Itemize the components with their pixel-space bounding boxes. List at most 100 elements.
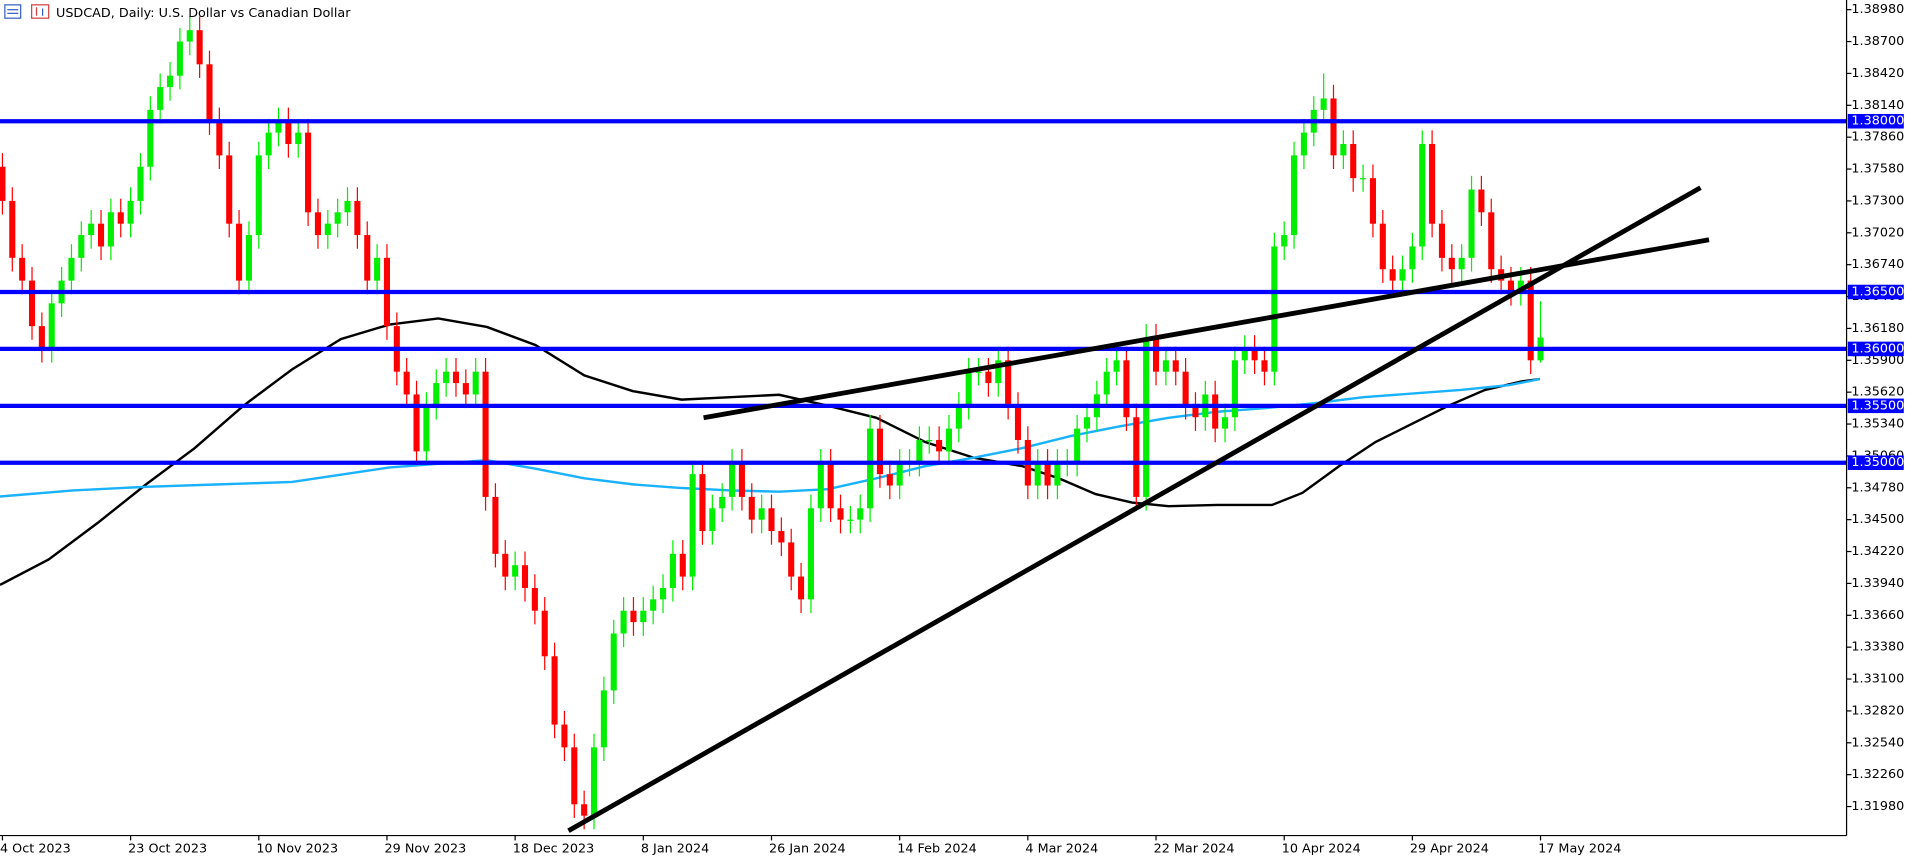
candle-body bbox=[1468, 189, 1475, 258]
y-tick-label: 1.35340 bbox=[1851, 417, 1904, 432]
candle-body bbox=[1340, 144, 1347, 156]
candle-body bbox=[324, 223, 331, 236]
candle-body bbox=[945, 428, 953, 452]
candle-body bbox=[1419, 144, 1426, 247]
candle-body bbox=[867, 428, 874, 509]
candle-body bbox=[1074, 428, 1081, 463]
chart-title: USDCAD, Daily: U.S. Dollar vs Canadian D… bbox=[56, 6, 351, 21]
candle-body bbox=[186, 30, 193, 42]
candle-body bbox=[462, 383, 469, 395]
y-tick-label: 1.36740 bbox=[1851, 257, 1904, 272]
x-tick-label: 14 Feb 2024 bbox=[897, 841, 976, 856]
candle-body bbox=[965, 371, 972, 406]
candle-body bbox=[1192, 405, 1199, 418]
candle-body bbox=[876, 428, 883, 475]
x-tick-label: 29 Apr 2024 bbox=[1410, 841, 1489, 856]
x-tick-label: 4 Oct 2023 bbox=[0, 841, 71, 856]
candle-body bbox=[433, 383, 440, 406]
candle-body bbox=[679, 553, 686, 577]
candle-body bbox=[1409, 246, 1416, 270]
candle-body bbox=[0, 166, 6, 201]
level-label-box bbox=[1847, 284, 1904, 300]
candle-body bbox=[1271, 246, 1278, 372]
candle-body bbox=[1448, 257, 1455, 270]
candle-body bbox=[1399, 269, 1406, 281]
candle-body bbox=[1350, 144, 1357, 179]
candle-body bbox=[571, 747, 578, 805]
candle-body bbox=[1360, 178, 1367, 180]
candle-body bbox=[196, 30, 203, 65]
level-label: 1.38000 bbox=[1851, 114, 1904, 129]
candle-body bbox=[1379, 223, 1386, 270]
candle-body bbox=[443, 371, 450, 384]
candle-body bbox=[926, 439, 933, 442]
candle-body bbox=[78, 235, 85, 258]
candle-body bbox=[127, 200, 134, 224]
candle-body bbox=[630, 610, 637, 623]
candle-body bbox=[640, 610, 647, 623]
y-tick-label: 1.37300 bbox=[1851, 193, 1904, 208]
chart-header: USDCAD, Daily: U.S. Dollar vs Canadian D… bbox=[4, 4, 351, 21]
candles bbox=[0, 16, 1544, 830]
candle-body bbox=[985, 371, 992, 384]
chart-icon bbox=[31, 4, 50, 19]
candle-body bbox=[1044, 462, 1051, 486]
y-tick-label: 1.35620 bbox=[1851, 385, 1904, 400]
candle-body bbox=[659, 587, 667, 600]
candle-body bbox=[1291, 155, 1298, 236]
candle-body bbox=[502, 553, 509, 577]
candle-body bbox=[1034, 462, 1041, 486]
candle-body bbox=[817, 462, 824, 509]
candle-body bbox=[157, 87, 164, 110]
candle-body bbox=[364, 235, 371, 281]
candle-body bbox=[314, 212, 321, 236]
x-tick-label: 23 Oct 2023 bbox=[128, 841, 207, 856]
candle-body bbox=[1369, 178, 1376, 224]
candle-body bbox=[719, 496, 726, 509]
x-tick-label: 10 Apr 2024 bbox=[1282, 841, 1361, 856]
y-tick-label: 1.38700 bbox=[1851, 34, 1904, 49]
candle-body bbox=[748, 496, 755, 520]
y-tick-label: 1.32540 bbox=[1851, 735, 1904, 750]
candle-body bbox=[1281, 235, 1288, 247]
candle-body bbox=[1162, 360, 1169, 372]
level-label: 1.35500 bbox=[1851, 398, 1904, 413]
candle-body bbox=[610, 633, 617, 691]
y-tick-label: 1.32260 bbox=[1851, 767, 1904, 782]
candle-body bbox=[561, 724, 568, 748]
candle-body bbox=[137, 166, 144, 201]
candle-body bbox=[285, 121, 292, 145]
y-tick-label: 1.37020 bbox=[1851, 225, 1904, 240]
candle-body bbox=[295, 132, 302, 145]
candle-body bbox=[334, 212, 341, 224]
candle-body bbox=[531, 587, 538, 611]
candle-body bbox=[738, 462, 745, 497]
candle-body bbox=[975, 371, 982, 373]
candle-body bbox=[1212, 394, 1219, 429]
candle-body bbox=[19, 257, 26, 281]
candle-body bbox=[1143, 337, 1150, 497]
y-tick-label: 1.32820 bbox=[1851, 703, 1904, 718]
y-tick-label: 1.36180 bbox=[1851, 321, 1904, 336]
x-tick-label: 17 May 2024 bbox=[1538, 841, 1621, 856]
candle-body bbox=[847, 519, 854, 521]
x-tick-label: 18 Dec 2023 bbox=[513, 841, 595, 856]
candle-body bbox=[206, 64, 213, 122]
candle-body bbox=[837, 508, 844, 520]
candle-body bbox=[620, 610, 627, 634]
candle-body bbox=[758, 508, 765, 520]
candle-body bbox=[68, 257, 75, 281]
candle-body bbox=[512, 565, 519, 577]
candle-body bbox=[1438, 223, 1446, 258]
rising-trendline bbox=[567, 185, 1702, 833]
candle-body bbox=[1261, 360, 1268, 372]
candle-body bbox=[541, 610, 548, 657]
time-axis: 4 Oct 2023 23 Oct 2023 10 Nov 2023 29 Nov 2… bbox=[0, 835, 1621, 856]
level-label: 1.35000 bbox=[1851, 455, 1904, 470]
candle-body bbox=[936, 439, 943, 452]
y-tick-label: 1.33100 bbox=[1851, 672, 1904, 687]
x-tick-label: 8 Jan 2024 bbox=[641, 841, 709, 856]
level-label: 1.36000 bbox=[1851, 341, 1904, 356]
candle-body bbox=[807, 508, 814, 600]
